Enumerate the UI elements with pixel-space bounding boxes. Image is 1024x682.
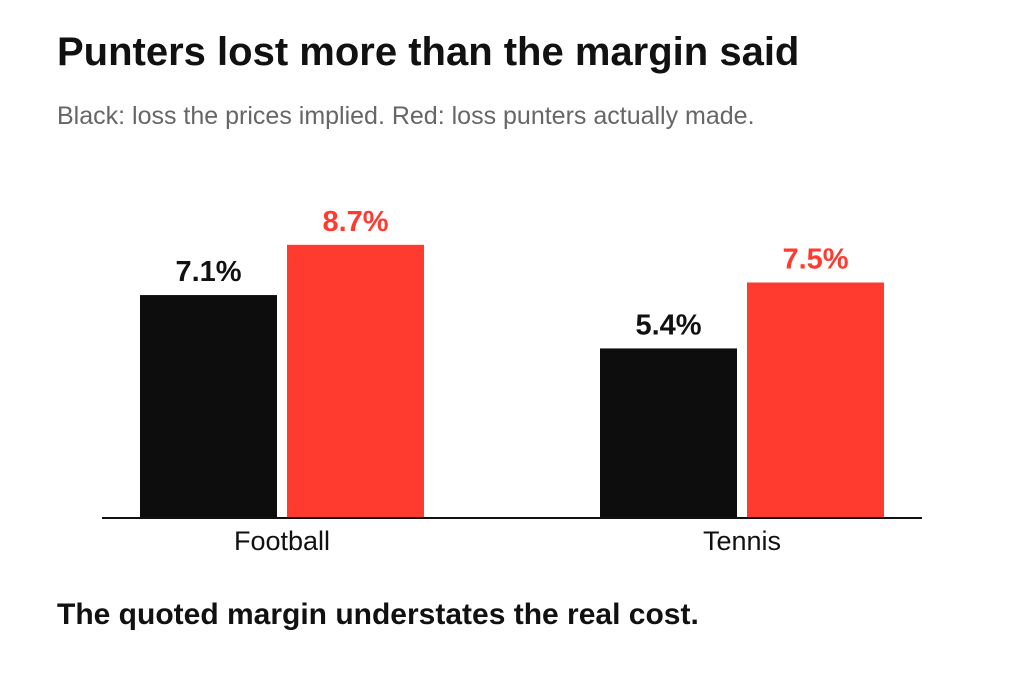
chart-subtitle: Black: loss the prices implied. Red: los… (57, 102, 755, 130)
data-label-tennis-actual: 7.5% (782, 244, 848, 276)
bar-tennis-implied (600, 348, 737, 518)
data-label-tennis-implied: 5.4% (635, 309, 701, 341)
data-label-football-implied: 7.1% (175, 256, 241, 288)
bar-football-implied (140, 295, 277, 518)
chart-footnote: The quoted margin understates the real c… (57, 598, 699, 631)
bar-tennis-actual (747, 282, 884, 518)
data-label-football-actual: 8.7% (322, 206, 388, 238)
x-tick-label-tennis: Tennis (703, 526, 781, 556)
bar-football-actual (287, 244, 424, 518)
chart-title: Punters lost more than the margin said (57, 30, 800, 74)
x-tick-label-football: Football (234, 526, 330, 556)
